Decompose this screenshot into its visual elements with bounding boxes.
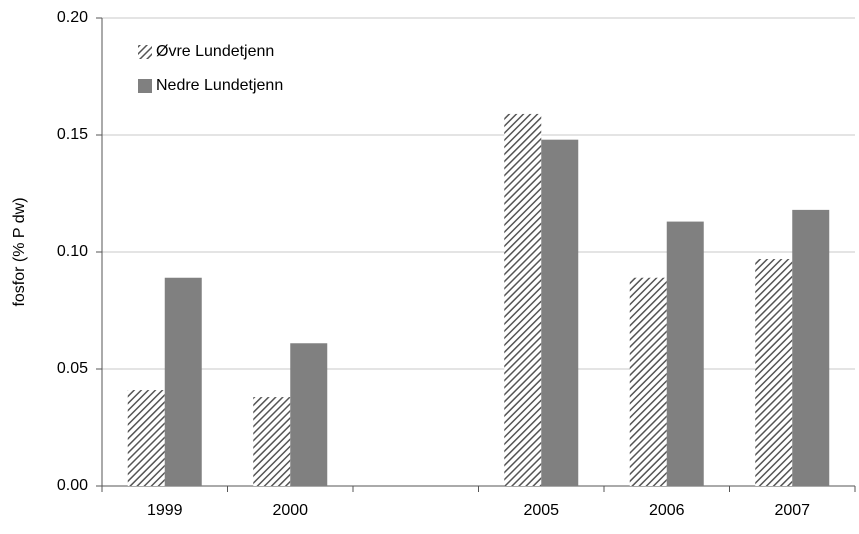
y-tick-label: 0.00 — [57, 477, 88, 494]
y-tick-label: 0.15 — [57, 126, 88, 143]
bar — [541, 139, 579, 486]
bar — [666, 221, 704, 486]
x-tick-label: 2007 — [774, 502, 810, 519]
bar — [792, 209, 830, 486]
bar — [253, 397, 291, 486]
legend-swatch — [138, 79, 152, 93]
y-tick-label: 0.05 — [57, 360, 88, 377]
bar — [127, 390, 165, 486]
y-tick-label: 0.10 — [57, 243, 88, 260]
legend-label: Øvre Lundetjenn — [156, 43, 274, 60]
bar — [504, 113, 542, 486]
bar — [164, 277, 202, 486]
y-tick-label: 0.20 — [57, 9, 88, 26]
x-tick-label: 1999 — [147, 502, 183, 519]
x-tick-label: 2005 — [523, 502, 559, 519]
bar — [755, 259, 793, 486]
legend-swatch — [138, 45, 152, 59]
x-tick-label: 2000 — [272, 502, 308, 519]
legend-label: Nedre Lundetjenn — [156, 77, 283, 94]
y-axis-label: fosfor (% P dw) — [11, 197, 28, 306]
x-tick-label: 2006 — [649, 502, 685, 519]
bar — [629, 277, 667, 486]
bar — [290, 343, 328, 486]
